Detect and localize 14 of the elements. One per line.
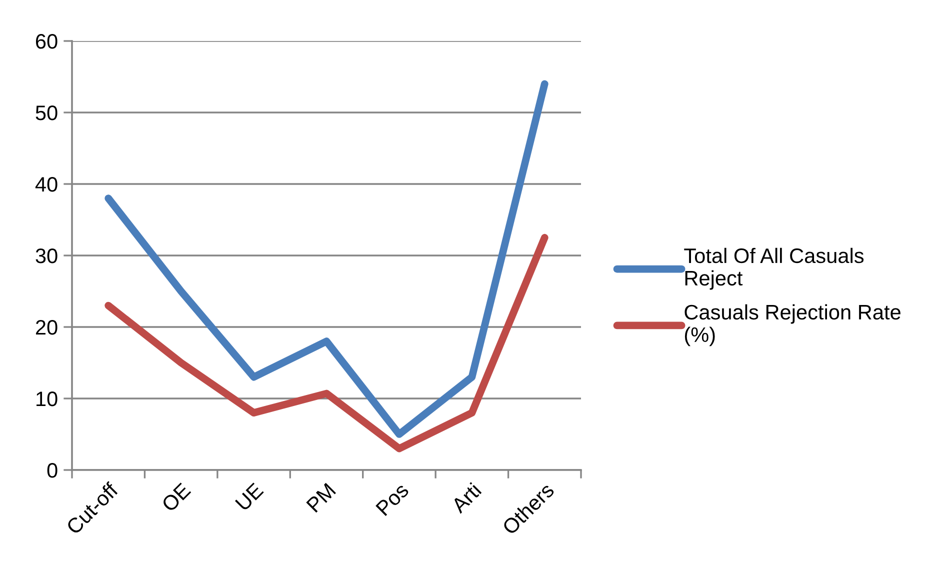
x-tick-label: UE xyxy=(235,482,264,512)
y-tick-label: 40 xyxy=(35,177,58,192)
y-tick-label: 60 xyxy=(36,34,58,49)
legend-label: Total Of All Casuals Reject xyxy=(684,248,864,290)
y-tick-label: 20 xyxy=(36,320,58,335)
x-tick-label: Pos xyxy=(376,482,410,516)
y-tick-label: 10 xyxy=(36,392,58,406)
x-tick-label: OE xyxy=(160,482,192,513)
legend-label: Casuals Rejection Rate (%) xyxy=(684,304,900,346)
x-tick-label: PM xyxy=(306,482,336,513)
x-tick-label: Arti xyxy=(450,482,482,514)
y-tick-label: 0 xyxy=(47,463,58,478)
y-tick-label: 30 xyxy=(36,248,58,264)
y-tick-label: 50 xyxy=(36,106,58,120)
